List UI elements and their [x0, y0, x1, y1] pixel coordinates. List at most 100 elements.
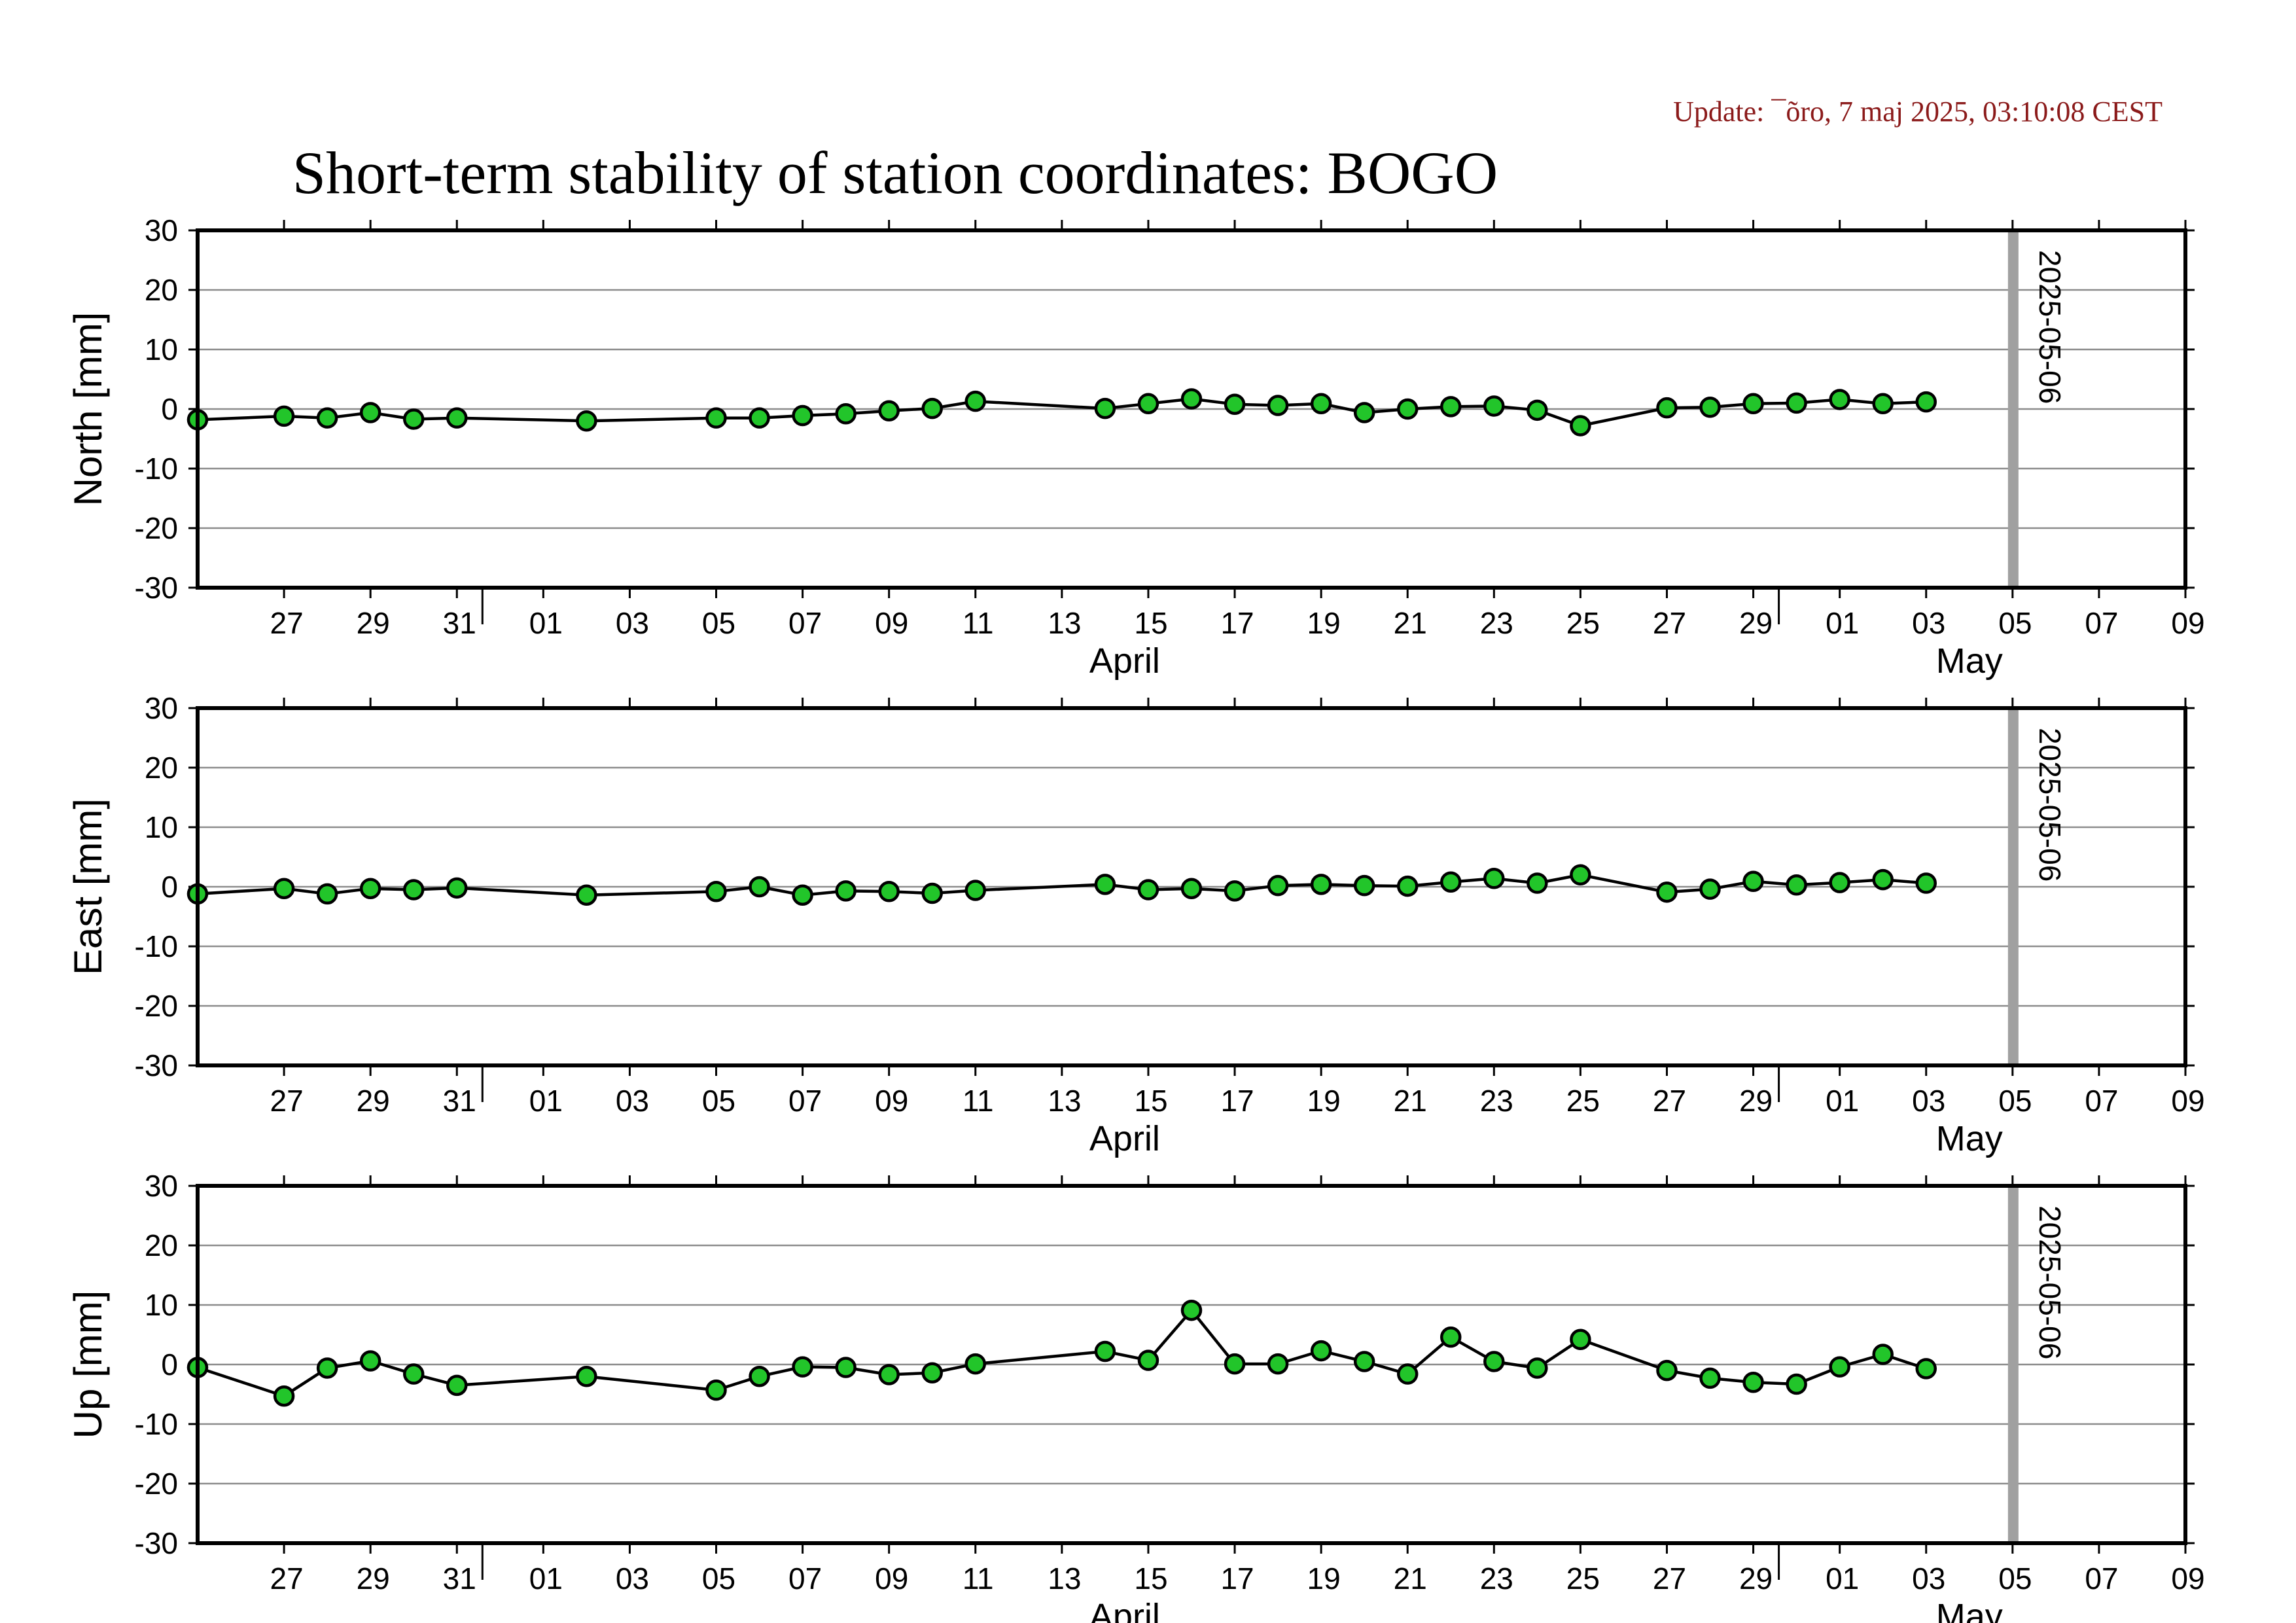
x-tick-label: 15: [1134, 606, 1167, 640]
data-point: [402, 879, 425, 901]
data-point: [749, 407, 770, 429]
y-tick-label: 10: [145, 810, 178, 844]
x-tick-label: 31: [443, 1084, 476, 1118]
data-point: [1829, 1356, 1850, 1378]
data-point: [359, 878, 381, 899]
data-point: [273, 878, 295, 899]
month-label: April: [1089, 641, 1160, 681]
y-tick-label: -30: [135, 1048, 178, 1082]
x-tick-label: 27: [270, 606, 304, 640]
x-tick-label: 03: [1912, 1084, 1945, 1118]
data-point: [964, 390, 987, 412]
data-point: [1180, 1299, 1203, 1321]
data-point: [316, 883, 338, 905]
data-point: [878, 881, 900, 902]
data-point: [273, 1385, 295, 1407]
data-point: [878, 1364, 900, 1385]
plot-frame: [196, 228, 2187, 590]
x-tick-label: 07: [2085, 1561, 2118, 1596]
x-tick-label: 19: [1307, 606, 1341, 640]
data-point: [1396, 1363, 1419, 1385]
data-point: [749, 876, 770, 898]
y-axis-title: East [mm]: [66, 798, 110, 975]
data-point: [1829, 872, 1850, 893]
month-label: May: [1936, 1597, 2003, 1623]
data-point: [1872, 1344, 1894, 1365]
data-point: [1483, 868, 1505, 889]
x-tick-label: 07: [788, 1084, 822, 1118]
data-point: [705, 1379, 727, 1401]
x-tick-label: 09: [875, 1561, 908, 1596]
data-point: [705, 407, 727, 429]
data-point: [1699, 397, 1721, 418]
x-tick-label: 11: [963, 1084, 994, 1118]
data-point: [1483, 1351, 1505, 1372]
data-point: [1527, 1357, 1548, 1379]
data-point: [1353, 1351, 1375, 1372]
x-tick-label: 05: [1998, 606, 2032, 640]
data-point: [1137, 879, 1159, 901]
data-point: [1742, 393, 1764, 415]
data-point: [1180, 878, 1203, 899]
x-tick-label: 29: [1739, 606, 1773, 640]
data-point: [402, 408, 425, 430]
x-tick-label: 03: [616, 606, 649, 640]
data-point: [1137, 393, 1159, 415]
data-point: [1570, 864, 1591, 886]
x-tick-label: 21: [1394, 1084, 1427, 1118]
month-label: May: [1936, 641, 2003, 681]
up-panel: 30 20 10 0 -10 -20 -30 Up [mm] 27 29 31 01 03 05 07 09 1…: [66, 1169, 2205, 1623]
data-point: [1570, 415, 1591, 437]
data-point: [1267, 874, 1289, 897]
x-tick-label: 01: [1826, 1561, 1859, 1596]
data-point: [1310, 393, 1332, 415]
x-tick-label: 29: [1739, 1561, 1773, 1596]
y-tick-label: 0: [161, 392, 178, 426]
y-tick-label: -10: [135, 1407, 178, 1441]
data-point: [1656, 1359, 1678, 1382]
x-tick-label: 23: [1480, 606, 1513, 640]
x-tick-label: 29: [1739, 1084, 1773, 1118]
y-tick-label: 30: [145, 691, 178, 725]
data-point: [1915, 391, 1937, 413]
data-point: [792, 884, 813, 906]
y-tick-label: 20: [145, 751, 178, 785]
x-tick-label: 03: [1912, 606, 1945, 640]
y-tick-label: -10: [135, 452, 178, 486]
x-tick-label: 29: [357, 1561, 390, 1596]
north-panel: 30 20 10 0 -10 -20 -30 North [mm] 27 29 31 01 03 05 07…: [66, 213, 2205, 681]
data-point: [1570, 1329, 1591, 1351]
y-tick-label: -20: [135, 989, 178, 1023]
data-point: [1094, 874, 1116, 895]
x-tick-label: 31: [443, 606, 476, 640]
x-tick-label: 15: [1134, 1561, 1167, 1596]
x-tick-label: 11: [963, 1561, 994, 1596]
x-tick-label: 21: [1394, 1561, 1427, 1596]
plot-frame: [196, 1184, 2187, 1545]
data-point: [1527, 399, 1548, 421]
data-point: [792, 1356, 813, 1378]
data-point: [1137, 1349, 1159, 1371]
x-tick-label: 09: [875, 1084, 908, 1118]
x-tick-label: 09: [2171, 606, 2204, 640]
x-tick-label: 05: [1998, 1561, 2032, 1596]
x-tick-label: 25: [1566, 606, 1600, 640]
east-panel: 30 20 10 0 -10 -20 -30 East [mm] 27 29 31 01 03 05 07 0…: [66, 691, 2205, 1158]
y-tick-label: 20: [145, 1228, 178, 1262]
data-point: [921, 397, 943, 419]
x-tick-label: 11: [963, 606, 994, 640]
x-tick-label: 13: [1048, 1084, 1081, 1118]
x-tick-label: 07: [2085, 1084, 2118, 1118]
data-point: [446, 1374, 468, 1397]
data-point: [792, 404, 813, 427]
x-tick-label: 21: [1394, 606, 1427, 640]
y-tick-label: 30: [145, 213, 178, 247]
x-tick-label: 01: [1826, 1084, 1859, 1118]
data-point: [1094, 397, 1116, 419]
x-tick-label: 05: [702, 1561, 735, 1596]
data-point: [1829, 389, 1850, 410]
data-point: [1786, 1373, 1807, 1395]
data-point: [964, 1353, 987, 1375]
data-point: [576, 410, 597, 432]
x-tick-label: 05: [1998, 1084, 2032, 1118]
